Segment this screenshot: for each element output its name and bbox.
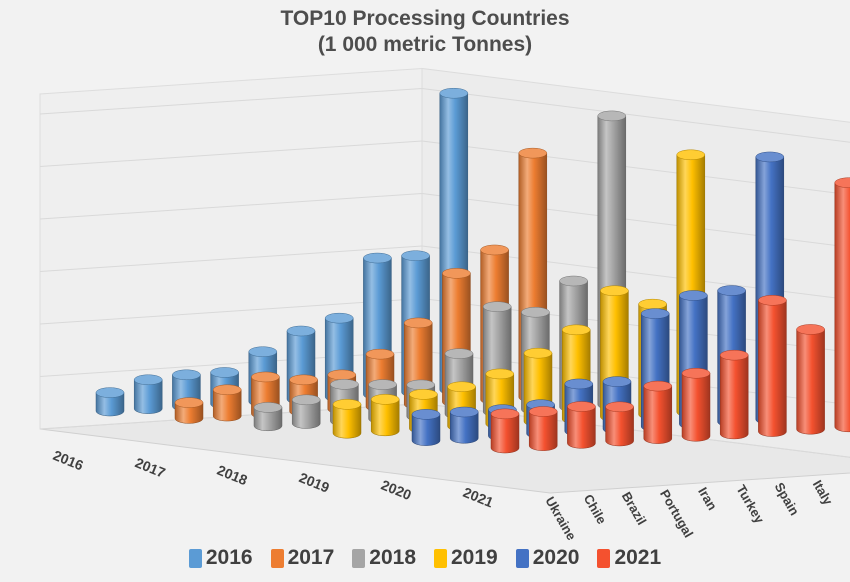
legend-item: 2016: [188, 546, 253, 570]
category-label: Portugal: [657, 487, 696, 540]
bar: [253, 402, 283, 432]
bar: [719, 349, 749, 440]
category-label: Brazil: [619, 489, 650, 527]
bar: [411, 409, 441, 446]
bar: [174, 397, 204, 424]
bar: [370, 394, 400, 437]
bar: [449, 406, 479, 444]
legend-swatch: [352, 548, 366, 568]
chart-subtitle-line: (1 000 metric Tonnes): [317, 33, 533, 56]
series-axis-label: 2021: [461, 484, 496, 511]
category-label: Chile: [581, 492, 610, 527]
legend-swatch: [270, 548, 284, 568]
category-label: Turkey: [733, 482, 767, 526]
series-axis-label: 2016: [51, 447, 86, 474]
chart-title: TOP10 Processing Countries (1 000 metric…: [0, 6, 850, 58]
bar: [490, 408, 520, 454]
bar: [681, 368, 711, 442]
bar: [834, 177, 850, 433]
bar: [291, 394, 321, 429]
category-label: Italy: [810, 478, 836, 509]
bar: [332, 399, 362, 439]
category-label: Iran: [695, 485, 720, 513]
series-axis-label: 2019: [297, 469, 332, 496]
bar: [212, 384, 242, 422]
category-label: Ukraine: [542, 494, 579, 543]
legend-item: 2019: [434, 546, 498, 570]
legend-label: 2020: [532, 546, 580, 569]
series-axis-label: 2017: [133, 454, 168, 481]
bar: [133, 374, 163, 414]
legend-swatch: [188, 548, 202, 568]
series-axis-label: 2020: [379, 477, 414, 504]
bars: [95, 87, 850, 454]
chart-title-line: TOP10 Processing Countries: [280, 7, 570, 30]
legend-swatch: [515, 548, 529, 568]
legend-swatch: [597, 548, 611, 568]
legend-label: 2017: [287, 546, 335, 569]
category-label: Spain: [772, 480, 803, 518]
bar: [95, 387, 125, 417]
bar: [605, 401, 634, 447]
legend-item: 2017: [270, 546, 335, 570]
legend-swatch: [434, 548, 447, 568]
bar: [758, 295, 787, 437]
legend-item: 2020: [515, 546, 580, 570]
legend-label: 2018: [369, 546, 416, 569]
bar: [567, 401, 596, 449]
gridline: [39, 87, 850, 143]
legend-label: 2021: [614, 546, 662, 569]
bar: [643, 380, 673, 444]
legend-item: 2021: [597, 546, 661, 570]
bar: [528, 406, 558, 451]
legend-label: 2016: [205, 546, 253, 569]
bar: [796, 324, 825, 435]
legend-item: 2018: [352, 546, 416, 570]
legend: 2016 2017 2018 2019 2020 2021: [0, 546, 850, 570]
legend-label: 2019: [451, 546, 498, 569]
series-axis-label: 2018: [215, 462, 250, 489]
